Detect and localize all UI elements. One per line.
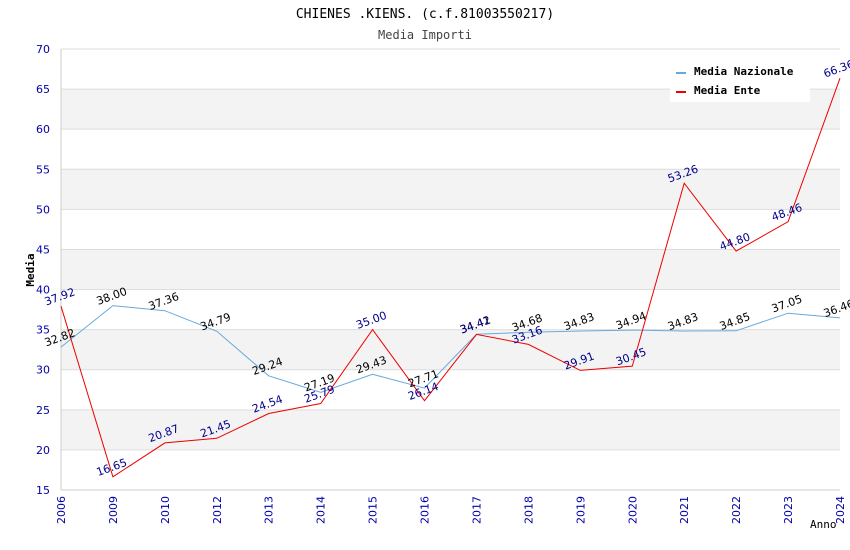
legend-label-media-ente: Media Ente — [694, 84, 761, 97]
chart-title: CHIENES .KIENS. (c.f.81003550217) — [296, 7, 554, 22]
x-tick-label: 2009 — [107, 496, 120, 524]
x-tick-label: 2014 — [315, 496, 328, 524]
x-tick-label: 2016 — [419, 496, 432, 524]
series-line-media-ente — [60, 78, 841, 478]
x-tick-label: 2021 — [678, 496, 691, 524]
legend: Media Nazionale Media Ente — [670, 60, 810, 102]
y-tick-label: 25 — [36, 404, 50, 417]
x-tick-label: 2013 — [263, 496, 276, 524]
y-tick-label: 20 — [36, 444, 50, 457]
data-label-media-nazionale: 37.36 — [147, 290, 181, 313]
y-axis-label: Media — [24, 253, 37, 286]
data-label-media-nazionale: 36.46 — [822, 297, 850, 320]
gridlines — [61, 48, 840, 491]
y-tick-label: 50 — [36, 203, 50, 216]
data-label-media-ente: 16.65 — [95, 456, 129, 479]
y-tick-label: 40 — [36, 284, 50, 297]
x-tick-label: 2024 — [834, 496, 847, 524]
y-tick-label: 35 — [36, 324, 50, 337]
grid-band — [61, 329, 840, 370]
y-tick-label: 45 — [36, 243, 50, 256]
x-tick-label: 2018 — [522, 496, 535, 524]
legend-box — [670, 60, 810, 102]
chart-subtitle: Media Importi — [378, 28, 472, 42]
y-tick-label: 30 — [36, 364, 50, 377]
grid-band — [61, 249, 840, 290]
x-tick-label: 2010 — [159, 496, 172, 524]
y-tick-label: 60 — [36, 123, 50, 136]
series-lines — [60, 78, 841, 478]
legend-label-media-nazionale: Media Nazionale — [694, 65, 794, 78]
grid-bands — [61, 89, 840, 450]
x-tick-label: 2019 — [574, 496, 587, 524]
x-tick-label: 2022 — [730, 496, 743, 524]
data-label-media-ente: 35.00 — [354, 309, 388, 332]
series-line-media-nazionale — [60, 305, 841, 393]
x-tick-label: 2006 — [55, 496, 68, 524]
data-label-media-ente: 66.36 — [822, 57, 850, 80]
x-tick-label: 2012 — [211, 496, 224, 524]
y-tick-label: 70 — [36, 43, 50, 56]
y-tick-labels: 15 20 25 30 35 40 45 50 55 60 65 70 — [36, 43, 50, 497]
x-tick-label: 2023 — [782, 496, 795, 524]
x-tick-label: 2020 — [626, 496, 639, 524]
y-tick-label: 65 — [36, 83, 50, 96]
x-axis-label: Anno — [810, 518, 837, 531]
y-tick-label: 15 — [36, 484, 50, 497]
x-tick-labels: 2006 2009 2010 2012 2013 2014 2015 2016 2017 2018… — [55, 496, 847, 524]
grid-band — [61, 409, 840, 450]
x-tick-label: 2017 — [470, 496, 483, 524]
x-tick-label: 2015 — [367, 496, 380, 524]
grid-band — [61, 169, 840, 210]
data-label-media-nazionale: 37.05 — [770, 292, 804, 315]
y-tick-label: 55 — [36, 163, 50, 176]
